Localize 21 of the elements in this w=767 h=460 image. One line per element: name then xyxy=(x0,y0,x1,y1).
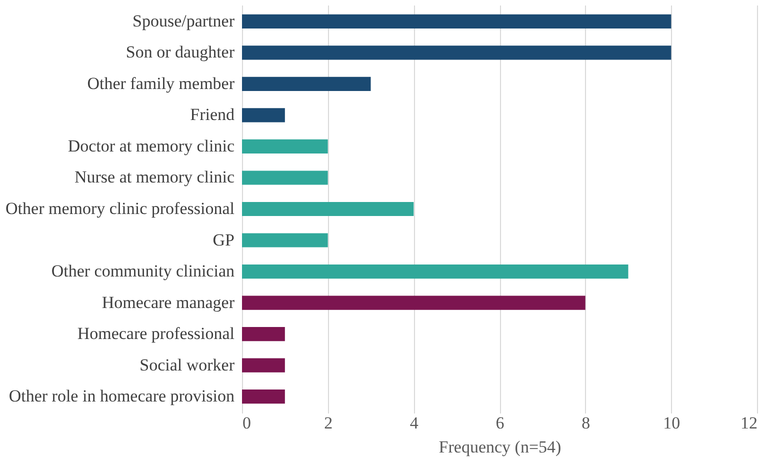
x-tick-label: 12 xyxy=(740,414,758,432)
y-tick-label: Homecare manager xyxy=(102,292,235,312)
y-tick-label: Other family member xyxy=(87,74,235,93)
x-tick-label: 10 xyxy=(663,414,680,432)
y-tick-label: Social worker xyxy=(140,355,235,374)
y-tick-label: Homecare professional xyxy=(77,324,235,344)
y-tick-label: Other memory clinic professional xyxy=(6,199,235,218)
y-tick-label: Friend xyxy=(190,105,235,124)
x-axis-title: Frequency (n=54) xyxy=(438,438,562,456)
y-tick-label: Son or daughter xyxy=(126,42,235,62)
x-tick-label: 0 xyxy=(242,414,251,432)
x-tick-label: 8 xyxy=(582,414,590,432)
x-tick-label: 6 xyxy=(496,414,504,432)
y-tick-label: Other community clinician xyxy=(51,262,235,281)
x-tick-label: 4 xyxy=(410,414,419,432)
x-tick-label: 2 xyxy=(324,414,333,432)
y-tick-label: Nurse at memory clinic xyxy=(74,168,235,187)
y-tick-label: GP xyxy=(212,230,234,250)
y-tick-label: Doctor at memory clinic xyxy=(68,136,235,156)
y-tick-label: Other role in homecare provision xyxy=(8,386,235,406)
y-tick-label: Spouse/partner xyxy=(132,11,235,30)
